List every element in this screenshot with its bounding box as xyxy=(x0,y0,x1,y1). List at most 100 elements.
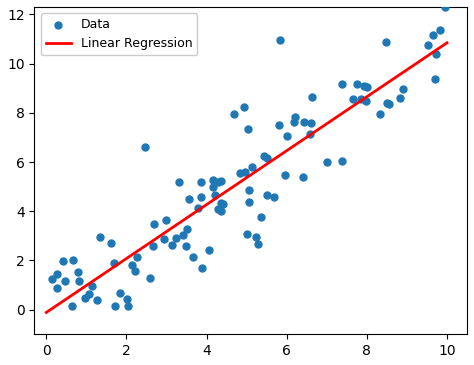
Data xyxy=(179,233,187,238)
Data xyxy=(53,271,60,277)
Data xyxy=(276,37,283,43)
Data xyxy=(242,169,249,174)
Data xyxy=(376,111,383,117)
Data xyxy=(81,295,89,300)
Data xyxy=(214,206,222,212)
Data xyxy=(111,303,118,309)
Data xyxy=(172,235,180,241)
Data xyxy=(53,285,61,291)
Data xyxy=(261,153,268,159)
Data xyxy=(160,237,167,242)
Data xyxy=(189,254,197,260)
Data xyxy=(363,84,371,90)
Data xyxy=(168,242,176,248)
Data xyxy=(93,297,101,303)
Data xyxy=(54,357,61,362)
Data xyxy=(183,226,191,232)
Data xyxy=(255,241,262,247)
Data xyxy=(219,201,227,207)
Data xyxy=(299,174,307,180)
Data xyxy=(396,95,403,101)
Data xyxy=(133,254,141,260)
Data xyxy=(230,111,237,117)
Data xyxy=(270,193,277,199)
Data xyxy=(263,192,271,198)
Data xyxy=(108,240,115,246)
Data xyxy=(382,39,389,45)
Data xyxy=(218,200,225,205)
Data xyxy=(59,258,67,264)
Data xyxy=(248,164,256,170)
Data xyxy=(241,104,248,110)
Data xyxy=(146,275,154,281)
Data xyxy=(88,283,95,289)
Data xyxy=(354,81,361,87)
Data xyxy=(205,247,213,253)
Data xyxy=(441,4,448,10)
Data xyxy=(432,51,440,57)
Data xyxy=(338,158,346,164)
Data xyxy=(425,42,432,48)
Data xyxy=(210,184,217,190)
Data xyxy=(194,205,202,211)
Data xyxy=(385,101,392,107)
Data xyxy=(253,234,260,240)
Data xyxy=(437,27,444,33)
Data xyxy=(48,276,55,282)
Data xyxy=(110,260,118,266)
Data xyxy=(85,291,93,297)
Data xyxy=(185,196,193,202)
Data xyxy=(149,243,157,249)
Data xyxy=(275,122,283,128)
Data xyxy=(198,265,205,271)
Data xyxy=(214,179,221,185)
Data xyxy=(123,296,131,301)
Data xyxy=(301,119,308,125)
Data xyxy=(361,83,368,89)
Legend: Data, Linear Regression: Data, Linear Regression xyxy=(41,13,197,55)
Data xyxy=(96,234,104,240)
Data xyxy=(349,96,356,101)
Data xyxy=(163,217,170,223)
Data xyxy=(383,100,391,106)
Data xyxy=(211,192,219,198)
Data xyxy=(399,86,407,92)
Data xyxy=(74,269,82,275)
Data xyxy=(243,231,250,237)
Data xyxy=(338,81,346,87)
Data xyxy=(306,131,314,137)
Data xyxy=(61,278,68,284)
Data xyxy=(362,99,370,104)
Data xyxy=(245,126,252,132)
Data xyxy=(128,262,136,268)
Data xyxy=(217,208,225,214)
Data xyxy=(175,179,182,185)
Data xyxy=(357,96,365,101)
Data xyxy=(125,303,132,309)
Data xyxy=(131,268,138,274)
Data xyxy=(323,159,331,165)
Data xyxy=(217,178,225,184)
Data xyxy=(209,177,216,183)
Data xyxy=(291,119,298,124)
Data xyxy=(117,290,124,296)
Data xyxy=(431,76,439,81)
Data xyxy=(198,179,205,185)
Data xyxy=(292,114,299,120)
Data xyxy=(142,144,149,150)
Data xyxy=(308,120,315,126)
Data xyxy=(182,243,190,249)
Data xyxy=(263,155,270,161)
Data xyxy=(75,278,83,284)
Data xyxy=(257,214,264,220)
Data xyxy=(69,257,77,262)
Data xyxy=(150,221,158,227)
Data xyxy=(236,170,244,176)
Data xyxy=(282,172,289,178)
Data xyxy=(283,133,291,139)
Data xyxy=(429,32,437,38)
Data xyxy=(245,187,253,193)
Data xyxy=(308,93,316,99)
Data xyxy=(245,199,253,205)
Data xyxy=(69,303,76,309)
